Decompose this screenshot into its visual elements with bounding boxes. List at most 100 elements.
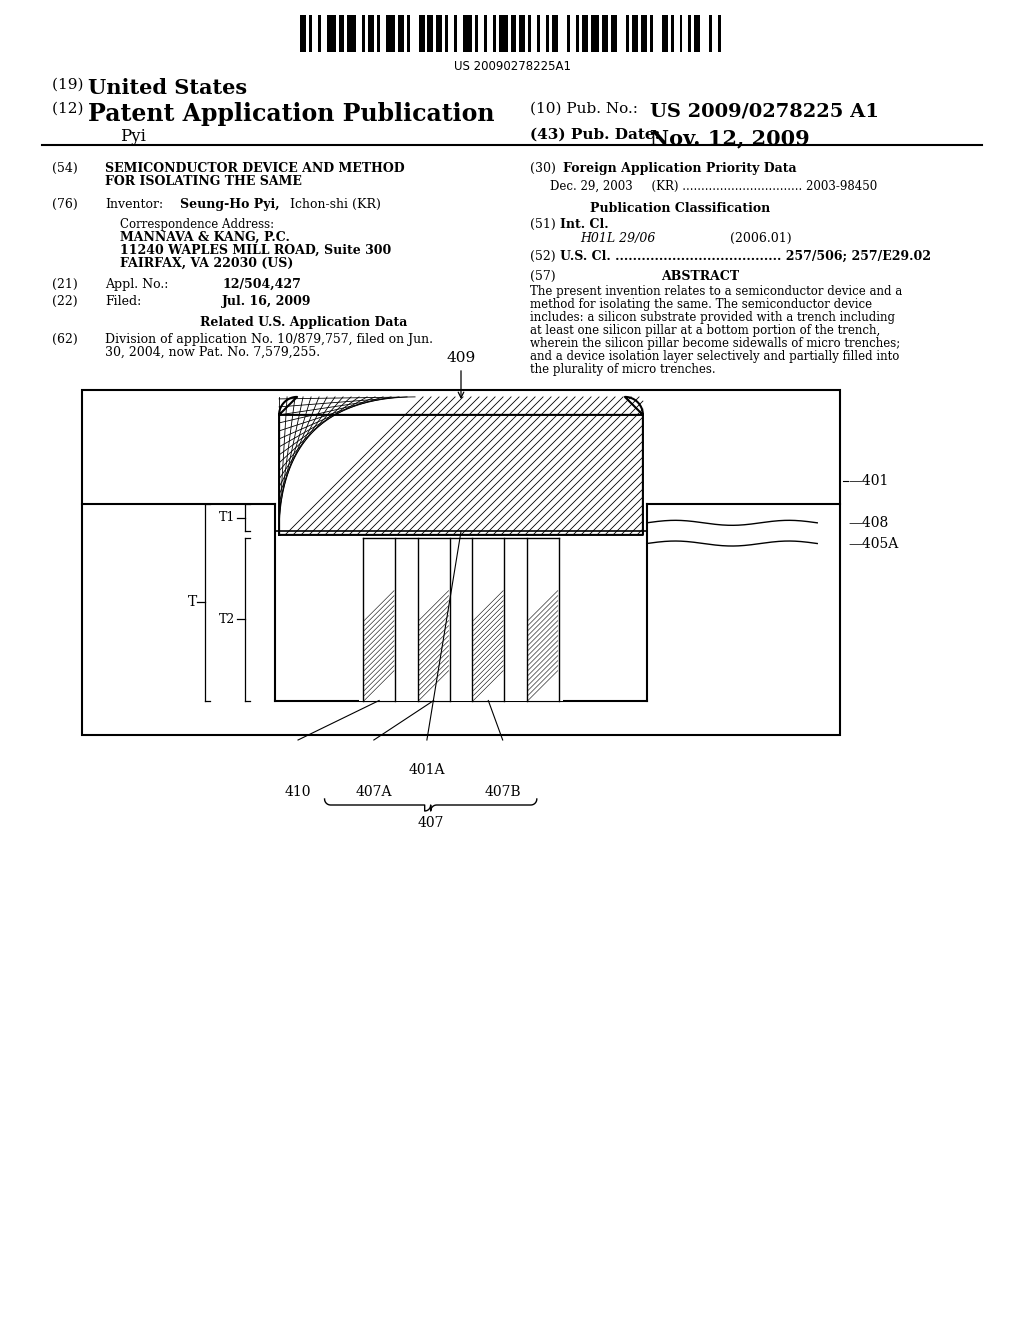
Bar	[280, 397, 643, 535]
Bar	[567, 15, 569, 51]
Text: 410: 410	[285, 785, 311, 799]
Text: ABSTRACT: ABSTRACT	[660, 271, 739, 282]
Text: 401A: 401A	[409, 763, 445, 777]
Text: and a device isolation layer selectively and partially filled into: and a device isolation layer selectively…	[530, 350, 899, 363]
Text: 407B: 407B	[484, 785, 521, 799]
Bar	[591, 15, 599, 51]
Bar	[552, 15, 558, 51]
Bar	[632, 15, 638, 51]
Text: Inventor:: Inventor:	[105, 198, 163, 211]
Bar	[688, 15, 691, 51]
Text: Publication Classification: Publication Classification	[590, 202, 770, 215]
Text: T2: T2	[219, 612, 236, 626]
Text: (22): (22)	[52, 294, 78, 308]
Text: Seung-Ho Pyi,: Seung-Ho Pyi,	[180, 198, 280, 211]
Text: The present invention relates to a semiconductor device and a: The present invention relates to a semic…	[530, 285, 902, 298]
Bar	[483, 15, 486, 51]
Text: Appl. No.:: Appl. No.:	[105, 279, 168, 290]
Text: (21): (21)	[52, 279, 78, 290]
Text: SEMICONDUCTOR DEVICE AND METHOD: SEMICONDUCTOR DEVICE AND METHOD	[105, 162, 404, 176]
Bar	[436, 15, 442, 51]
Bar	[499, 15, 508, 51]
Text: T: T	[188, 595, 198, 609]
Bar	[493, 15, 496, 51]
Bar	[511, 15, 516, 51]
Text: (51): (51)	[530, 218, 556, 231]
Bar	[427, 15, 433, 51]
Bar	[82, 389, 840, 735]
Text: Division of application No. 10/879,757, filed on Jun.: Division of application No. 10/879,757, …	[105, 333, 433, 346]
Text: (19): (19)	[52, 78, 88, 92]
Text: includes: a silicon substrate provided with a trench including: includes: a silicon substrate provided w…	[530, 312, 895, 323]
Text: (54): (54)	[52, 162, 78, 176]
Text: US 20090278225A1: US 20090278225A1	[454, 59, 570, 73]
Bar	[317, 15, 321, 51]
Bar	[582, 15, 588, 51]
Text: wherein the silicon pillar become sidewalls of micro trenches;: wherein the silicon pillar become sidewa…	[530, 337, 900, 350]
Bar	[407, 15, 410, 51]
Text: (57): (57)	[530, 271, 556, 282]
Text: Patent Application Publication: Patent Application Publication	[88, 102, 495, 125]
Text: 30, 2004, now Pat. No. 7,579,255.: 30, 2004, now Pat. No. 7,579,255.	[105, 346, 321, 359]
Text: (2006.01): (2006.01)	[730, 232, 792, 246]
Text: (12): (12)	[52, 102, 88, 116]
Text: —408: —408	[848, 516, 888, 529]
Text: United States: United States	[88, 78, 247, 98]
Bar	[538, 15, 541, 51]
Bar	[575, 15, 579, 51]
Text: Dec. 29, 2003     (KR) ................................ 2003-98450: Dec. 29, 2003 (KR) .....................…	[550, 180, 878, 193]
Text: —405A: —405A	[848, 536, 898, 550]
Bar	[475, 15, 478, 51]
Text: Filed:: Filed:	[105, 294, 141, 308]
Text: 407: 407	[418, 816, 444, 830]
Bar	[528, 15, 531, 51]
Text: (52): (52)	[530, 249, 556, 263]
Text: 11240 WAPLES MILL ROAD, Suite 300: 11240 WAPLES MILL ROAD, Suite 300	[120, 244, 391, 257]
Bar	[386, 15, 395, 51]
Text: Ichon-shi (KR): Ichon-shi (KR)	[290, 198, 381, 211]
Text: Related U.S. Application Data: Related U.S. Application Data	[200, 315, 408, 329]
Bar	[671, 15, 674, 51]
Text: T1: T1	[219, 511, 236, 524]
Text: the plurality of micro trenches.: the plurality of micro trenches.	[530, 363, 716, 376]
Bar	[339, 15, 344, 51]
Text: (30): (30)	[530, 162, 556, 176]
Bar	[398, 15, 403, 51]
Text: US 2009/0278225 A1: US 2009/0278225 A1	[650, 102, 879, 120]
Bar	[369, 15, 374, 51]
Text: Nov. 12, 2009: Nov. 12, 2009	[650, 128, 810, 148]
Text: MANNAVA & KANG, P.C.: MANNAVA & KANG, P.C.	[120, 231, 290, 244]
Text: at least one silicon pillar at a bottom portion of the trench,: at least one silicon pillar at a bottom …	[530, 323, 881, 337]
Bar	[377, 15, 380, 51]
Bar	[641, 15, 647, 51]
Bar	[662, 15, 668, 51]
Text: (62): (62)	[52, 333, 78, 346]
Text: Jul. 16, 2009: Jul. 16, 2009	[222, 294, 311, 308]
Bar	[611, 15, 617, 51]
Text: Int. Cl.: Int. Cl.	[560, 218, 608, 231]
Bar	[626, 15, 629, 51]
Bar	[300, 15, 306, 51]
Bar	[309, 15, 312, 51]
Bar	[347, 15, 356, 51]
Text: H01L 29/06: H01L 29/06	[580, 232, 655, 246]
Bar	[546, 15, 549, 51]
Bar	[694, 15, 700, 51]
Bar	[359, 539, 562, 701]
Text: FOR ISOLATING THE SAME: FOR ISOLATING THE SAME	[105, 176, 302, 187]
Bar	[680, 15, 682, 51]
Bar	[650, 15, 653, 51]
Bar	[463, 15, 472, 51]
Bar	[445, 15, 449, 51]
Bar	[718, 15, 721, 51]
Text: (43) Pub. Date:: (43) Pub. Date:	[530, 128, 660, 143]
Text: 409: 409	[446, 351, 475, 366]
Bar	[362, 15, 366, 51]
Text: Foreign Application Priority Data: Foreign Application Priority Data	[563, 162, 797, 176]
Bar	[455, 15, 457, 51]
Bar	[519, 15, 525, 51]
Text: FAIRFAX, VA 22030 (US): FAIRFAX, VA 22030 (US)	[120, 257, 293, 271]
Text: —401: —401	[848, 474, 889, 488]
Text: U.S. Cl. ...................................... 257/506; 257/E29.02: U.S. Cl. ...............................…	[560, 249, 931, 263]
Bar	[710, 15, 712, 51]
